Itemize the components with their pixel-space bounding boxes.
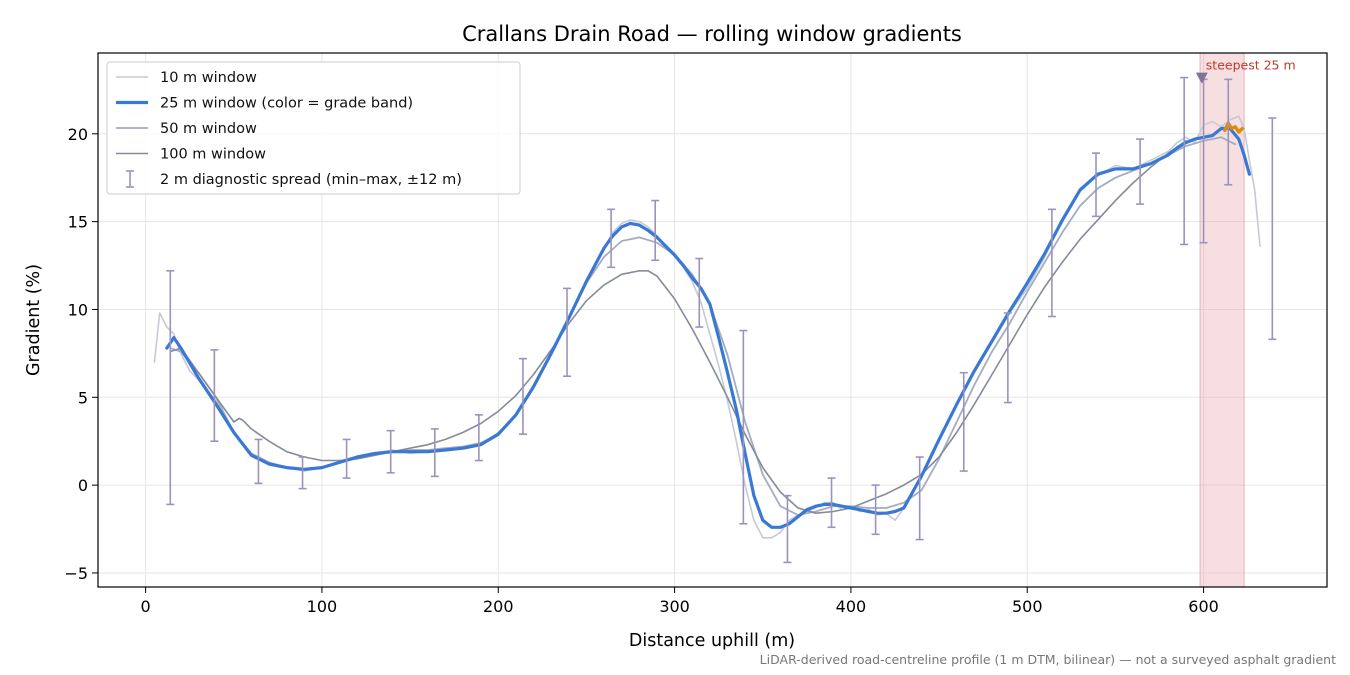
steepest-annotation: steepest 25 m	[1206, 58, 1296, 73]
x-axis-label: Distance uphill (m)	[629, 631, 795, 651]
errorbar	[1224, 78, 1233, 186]
errorbar	[563, 287, 572, 378]
y-tick-label: 15	[68, 213, 88, 232]
errorbar	[651, 199, 660, 262]
errorbar	[1047, 208, 1056, 318]
steepest-marker	[1195, 72, 1208, 84]
y-tick-label: −5	[64, 564, 88, 583]
legend-label: 10 m window	[160, 70, 257, 86]
series-line-w25	[165, 126, 1252, 529]
errorbar	[210, 349, 219, 443]
plot-frame	[97, 52, 1328, 588]
errorbar	[166, 270, 175, 506]
errorbar	[607, 208, 616, 269]
errorbar	[783, 494, 792, 564]
x-tick-label: 300	[659, 597, 690, 616]
errorbar	[474, 414, 483, 462]
legend-box	[106, 61, 521, 195]
errorbar	[959, 371, 968, 472]
y-axis-label: Gradient (%)	[24, 264, 44, 376]
errorbar	[254, 438, 263, 485]
legend-label: 2 m diagnostic spread (min–max, ±12 m)	[160, 172, 462, 188]
errorbar	[739, 329, 748, 525]
x-tick-label: 200	[483, 597, 514, 616]
errorbar	[298, 456, 307, 490]
errorbar	[1003, 312, 1012, 404]
errorbar	[827, 477, 836, 529]
errorbar	[518, 357, 527, 435]
errorbar	[871, 484, 880, 536]
legend-item-w10: 10 m window	[116, 70, 257, 86]
errorbar	[1136, 138, 1145, 205]
errorbar	[1180, 76, 1189, 246]
legend-item-w50: 50 m window	[116, 121, 257, 137]
chart-title: Crallans Drain Road — rolling window gra…	[462, 22, 962, 46]
errorbar	[386, 429, 395, 474]
y-tick-label: 10	[68, 300, 88, 319]
legend-item-w100: 100 m window	[116, 147, 266, 163]
errorbar	[1268, 117, 1277, 341]
footnote: LiDAR-derived road-centreline profile (1…	[760, 652, 1336, 667]
legend-item-w25: 25 m window (color = grade band)	[116, 96, 413, 112]
x-tick-label: 100	[307, 597, 338, 616]
legend: 10 m window 25 m window (color = grade ba…	[106, 61, 521, 195]
x-tick-label: 500	[1012, 597, 1043, 616]
errorbar	[695, 257, 704, 328]
x-tick-label: 600	[1188, 597, 1219, 616]
legend-label: 25 m window (color = grade band)	[160, 96, 413, 112]
legend-label: 100 m window	[160, 147, 266, 163]
x-tick-label: 400	[836, 597, 867, 616]
y-tick-label: 5	[78, 388, 88, 407]
errorbar	[430, 428, 439, 478]
series-line-w100	[169, 140, 1187, 515]
legend-item-err: 2 m diagnostic spread (min–max, ±12 m)	[126, 170, 462, 188]
y-tick-label: 0	[78, 476, 88, 495]
errorbar	[342, 438, 351, 479]
y-tick-label: 20	[68, 125, 88, 144]
errorbar	[1092, 152, 1101, 218]
errorbar	[915, 456, 924, 541]
legend-label: 50 m window	[160, 121, 257, 137]
x-tick-label: 0	[141, 597, 151, 616]
